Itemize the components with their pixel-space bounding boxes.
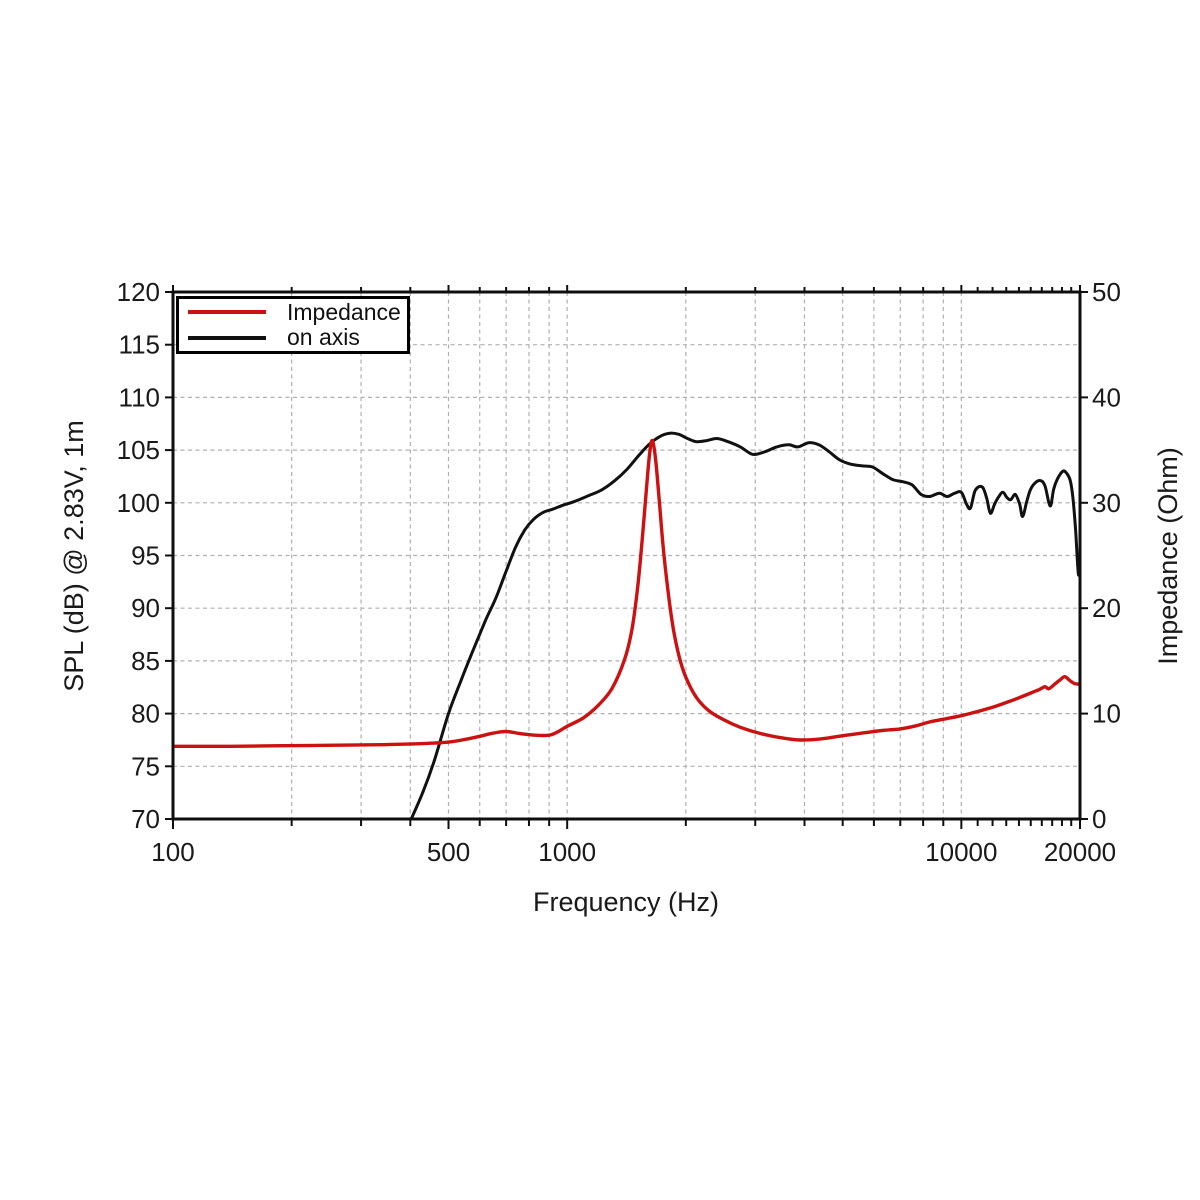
y-right-tick-label: 10 <box>1092 699 1121 729</box>
x-axis-label: Frequency (Hz) <box>532 887 720 917</box>
on-axis-line-sample <box>188 335 266 340</box>
axis-ticks <box>165 285 1088 829</box>
tick-labels: 100 500 1000 10000 2000070758085909510010511… <box>117 277 1121 867</box>
y-right-tick-label: 20 <box>1092 593 1121 623</box>
impedance-curve <box>173 438 1080 749</box>
legend-label-impedance: Impedance <box>287 298 401 325</box>
x-tick-label: 100 <box>151 837 194 867</box>
y-axis-label-right: Impedance (Ohm) <box>1153 447 1183 665</box>
y-right-tick-label: 0 <box>1092 804 1106 834</box>
legend: Impedance on axis <box>176 296 410 354</box>
x-tick-label: 20000 <box>1044 837 1116 867</box>
y-left-tick-label: 85 <box>131 646 160 676</box>
legend-item-on-axis: on axis <box>179 326 407 350</box>
impedance-line-sample <box>188 310 266 315</box>
legend-item-impedance: Impedance <box>179 300 407 324</box>
y-left-tick-label: 80 <box>131 699 160 729</box>
x-tick-label: 10000 <box>925 837 997 867</box>
y-left-tick-label: 90 <box>131 593 160 623</box>
y-right-tick-label: 30 <box>1092 488 1121 518</box>
legend-label-on-axis: on axis <box>287 324 360 351</box>
y-left-tick-label: 70 <box>131 804 160 834</box>
y-left-tick-label: 120 <box>117 277 160 307</box>
y-axis-label-left: SPL (dB) @ 2.83V, 1m <box>59 420 89 692</box>
y-left-tick-label: 110 <box>119 382 160 412</box>
y-left-tick-label: 115 <box>119 330 160 360</box>
y-left-tick-label: 95 <box>131 541 160 571</box>
y-right-tick-label: 50 <box>1092 277 1121 307</box>
y-left-tick-label: 100 <box>117 488 160 518</box>
y-right-tick-label: 40 <box>1092 382 1121 412</box>
x-tick-label: 1000 <box>538 837 596 867</box>
x-tick-label: 500 <box>427 837 470 867</box>
y-left-tick-label: 75 <box>131 751 160 781</box>
y-left-tick-label: 105 <box>117 435 160 465</box>
on-axis-curve <box>409 431 1080 819</box>
grid <box>173 292 1080 819</box>
